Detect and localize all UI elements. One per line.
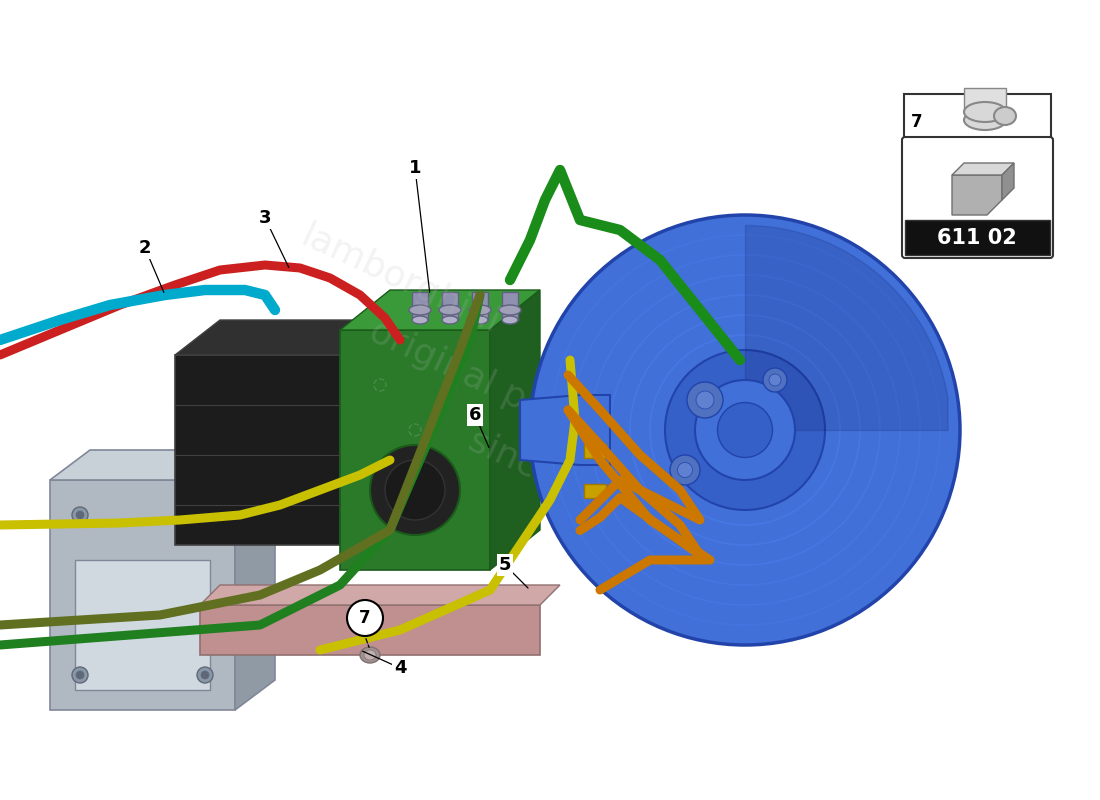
Ellipse shape	[502, 316, 518, 324]
Circle shape	[201, 671, 209, 679]
FancyBboxPatch shape	[584, 444, 606, 458]
Ellipse shape	[678, 462, 693, 478]
Circle shape	[76, 511, 84, 519]
Ellipse shape	[695, 380, 795, 480]
Ellipse shape	[763, 368, 786, 392]
Polygon shape	[952, 163, 1014, 175]
FancyBboxPatch shape	[544, 364, 565, 378]
Ellipse shape	[964, 102, 1007, 122]
Ellipse shape	[696, 391, 714, 409]
Polygon shape	[340, 320, 385, 545]
Text: 7: 7	[360, 609, 371, 627]
Ellipse shape	[469, 305, 491, 315]
Ellipse shape	[409, 305, 431, 315]
Ellipse shape	[364, 650, 376, 660]
FancyBboxPatch shape	[502, 292, 518, 320]
Text: 3: 3	[258, 209, 272, 227]
Polygon shape	[50, 450, 275, 480]
Text: since 1985: since 1985	[463, 423, 657, 537]
FancyBboxPatch shape	[412, 292, 428, 320]
Ellipse shape	[442, 316, 458, 324]
FancyBboxPatch shape	[905, 220, 1050, 255]
Circle shape	[76, 671, 84, 679]
Text: 2: 2	[139, 239, 152, 257]
Text: original parts: original parts	[364, 314, 595, 446]
FancyBboxPatch shape	[902, 137, 1053, 258]
Ellipse shape	[548, 404, 562, 412]
Circle shape	[370, 445, 460, 535]
FancyBboxPatch shape	[442, 292, 458, 320]
Text: 1: 1	[409, 159, 421, 177]
Polygon shape	[200, 605, 540, 655]
Ellipse shape	[688, 382, 723, 418]
Circle shape	[197, 507, 213, 523]
Circle shape	[197, 667, 213, 683]
Ellipse shape	[412, 316, 428, 324]
Polygon shape	[175, 355, 340, 545]
Ellipse shape	[769, 374, 781, 386]
FancyBboxPatch shape	[904, 94, 1050, 151]
Ellipse shape	[994, 107, 1016, 125]
Circle shape	[201, 511, 209, 519]
Text: 7: 7	[911, 113, 923, 131]
Polygon shape	[952, 175, 1002, 215]
Circle shape	[346, 600, 383, 636]
Ellipse shape	[439, 305, 461, 315]
Ellipse shape	[499, 305, 521, 315]
FancyBboxPatch shape	[964, 88, 1007, 110]
Polygon shape	[490, 290, 540, 570]
Ellipse shape	[360, 647, 379, 663]
Polygon shape	[200, 585, 560, 605]
Polygon shape	[1002, 163, 1014, 200]
Ellipse shape	[670, 455, 700, 485]
Text: 5: 5	[498, 556, 512, 574]
Text: 611 02: 611 02	[937, 228, 1016, 248]
Polygon shape	[175, 320, 385, 355]
Text: 6: 6	[469, 406, 482, 424]
FancyBboxPatch shape	[472, 292, 488, 320]
Polygon shape	[520, 395, 610, 465]
Polygon shape	[235, 450, 275, 710]
FancyBboxPatch shape	[544, 394, 565, 408]
Text: 4: 4	[394, 659, 406, 677]
Ellipse shape	[472, 316, 488, 324]
FancyBboxPatch shape	[584, 484, 606, 498]
Ellipse shape	[964, 110, 1007, 130]
Ellipse shape	[666, 350, 825, 510]
Ellipse shape	[548, 374, 562, 382]
Polygon shape	[75, 560, 210, 690]
Polygon shape	[340, 290, 540, 330]
Text: lamborghini: lamborghini	[296, 219, 505, 341]
Circle shape	[385, 460, 446, 520]
Ellipse shape	[717, 402, 772, 458]
Polygon shape	[50, 480, 235, 710]
Circle shape	[72, 667, 88, 683]
Polygon shape	[340, 330, 490, 570]
Circle shape	[72, 507, 88, 523]
Ellipse shape	[530, 215, 960, 645]
